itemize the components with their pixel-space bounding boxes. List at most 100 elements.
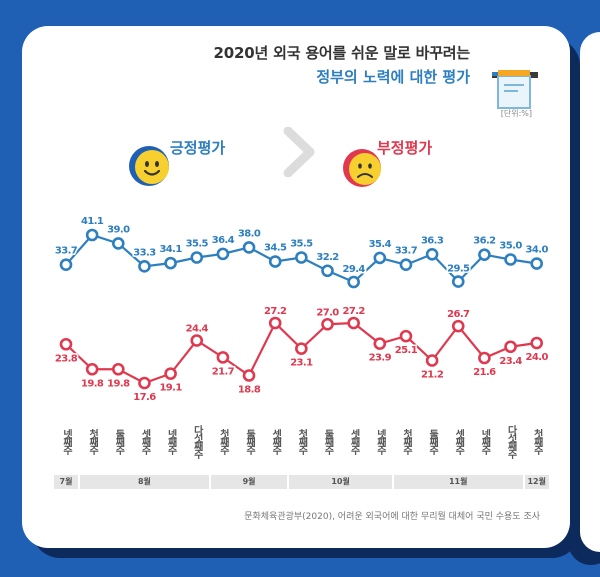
data-label: 33.3 <box>133 247 156 258</box>
data-label: 21.6 <box>473 367 496 378</box>
x-tick-label: 다섯째주 <box>505 425 517 457</box>
data-label: 24.0 <box>526 352 549 363</box>
data-label: 23.1 <box>290 358 313 369</box>
x-tick-label: 둘째주 <box>112 429 124 453</box>
data-point <box>190 251 204 264</box>
month-label: 12월 <box>527 477 546 486</box>
data-label: 36.2 <box>473 236 496 247</box>
data-label: 27.0 <box>316 307 339 318</box>
data-point <box>85 362 99 376</box>
data-label: 36.4 <box>212 235 235 246</box>
month-label: 7월 <box>59 477 73 486</box>
x-tick-label: 첫째주 <box>531 429 543 453</box>
chart-title-line2: 정부의 노력에 대한 평가 <box>316 68 470 86</box>
chevron-right-icon <box>283 127 315 177</box>
chart-card <box>22 26 570 548</box>
x-tick-label: 셋째주 <box>269 429 281 453</box>
data-label: 21.2 <box>421 370 444 381</box>
legend-negative: 부정평가 <box>377 139 433 157</box>
data-point <box>190 334 204 347</box>
data-label: 26.7 <box>447 309 470 320</box>
data-point <box>242 369 256 382</box>
data-label: 33.7 <box>55 246 78 257</box>
data-point <box>425 354 439 367</box>
data-point <box>478 351 491 365</box>
data-point <box>478 248 491 261</box>
data-label: 27.2 <box>343 306 366 317</box>
data-label: 35.5 <box>186 238 209 249</box>
data-label: 35.4 <box>369 239 392 250</box>
data-point <box>399 329 413 343</box>
x-tick-label: 첫째주 <box>295 429 307 453</box>
data-label: 17.6 <box>133 392 156 403</box>
data-point <box>425 247 439 261</box>
data-label: 23.4 <box>499 356 522 367</box>
data-point <box>295 251 308 264</box>
data-label: 19.8 <box>107 378 130 389</box>
source-note: 문화체육관광부(2020), 어려운 외국어에 대한 무리뭘 대체어 국민 수용… <box>244 512 540 522</box>
data-point <box>59 337 73 351</box>
data-label: 36.3 <box>421 235 444 246</box>
data-label: 24.4 <box>186 324 209 335</box>
data-point <box>59 258 73 272</box>
data-label: 29.4 <box>343 264 366 275</box>
data-point <box>347 316 360 330</box>
data-point <box>530 336 544 350</box>
data-point <box>373 337 387 350</box>
data-point <box>530 257 544 270</box>
data-label: 23.9 <box>369 353 392 364</box>
x-tick-label: 넷째주 <box>60 429 72 453</box>
month-bar <box>210 475 288 489</box>
data-label: 29.5 <box>447 264 470 275</box>
chart-title-line1: 2020년 외국 용어를 쉬운 말로 바꾸려는 <box>213 44 471 62</box>
right-panel-edge <box>580 32 600 552</box>
data-label: 34.0 <box>526 245 549 256</box>
data-label: 32.2 <box>316 252 339 263</box>
smiley-face-icon <box>129 146 169 186</box>
data-point <box>164 256 177 270</box>
data-point <box>295 342 308 355</box>
document-icon <box>492 70 538 109</box>
data-label: 41.1 <box>81 216 104 227</box>
x-tick-label: 둘째주 <box>243 429 255 453</box>
data-point <box>451 275 465 288</box>
data-label: 23.8 <box>55 353 78 364</box>
x-tick-label: 첫째주 <box>86 429 98 453</box>
x-axis-dates: 넷째주 첫째주 둘째주 셋째주 넷째주 다섯째주 첫째주 둘째주 셋째주 첫째주 둘째주 셋째주 넷째주… <box>32 410 549 490</box>
sad-face-icon <box>343 149 381 187</box>
x-tick-label: 넷째주 <box>165 429 177 453</box>
data-point <box>321 317 334 331</box>
data-label: 21.7 <box>212 366 235 377</box>
data-label: 39.0 <box>107 224 130 235</box>
data-point <box>112 362 125 376</box>
data-point <box>347 275 360 289</box>
data-label: 19.1 <box>159 383 182 394</box>
x-tick-label: 넷째주 <box>478 429 490 453</box>
data-point <box>373 251 387 265</box>
data-point <box>321 264 334 278</box>
month-label: 9월 <box>242 477 256 486</box>
data-label: 38.0 <box>238 228 261 239</box>
x-tick-label: 둘째주 <box>426 429 438 453</box>
data-label: 18.8 <box>238 385 261 396</box>
month-label: 11월 <box>448 477 468 486</box>
month-bar <box>289 475 392 489</box>
x-tick-label: 셋째주 <box>138 429 150 453</box>
data-point <box>242 241 256 254</box>
month-bar <box>524 475 549 489</box>
month-bar <box>54 475 78 489</box>
data-label: 34.5 <box>264 243 287 254</box>
x-tick-label: 첫째주 <box>400 429 412 453</box>
x-tick-label: 셋째주 <box>452 429 464 453</box>
x-tick-label: 셋째주 <box>348 429 360 453</box>
x-tick-label: 첫째주 <box>217 429 229 453</box>
data-label: 35.5 <box>290 238 313 249</box>
data-label: 25.1 <box>395 345 418 356</box>
month-label: 8월 <box>137 477 151 486</box>
unit-label: [단위:%] <box>500 109 532 118</box>
x-tick-label: 둘째주 <box>322 429 333 453</box>
data-point <box>85 228 99 242</box>
data-label: 33.7 <box>395 246 418 257</box>
data-label: 35.0 <box>499 241 522 252</box>
